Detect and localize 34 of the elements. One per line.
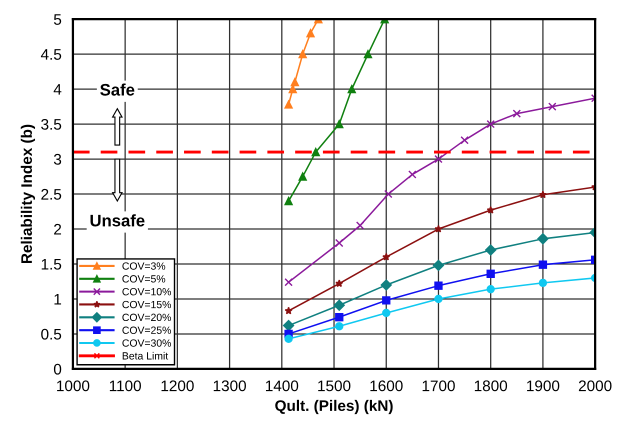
legend-label: Beta Limit: [122, 352, 168, 360]
x-tick-label: 1300: [214, 380, 246, 392]
legend-label: COV=25%: [122, 326, 172, 334]
legend-label: COV=5%: [122, 275, 166, 283]
x-axis-title: Qult. (Piles) (kN): [275, 400, 393, 414]
y-tick-label: 4: [54, 84, 62, 95]
legend-label: COV=3%: [122, 262, 166, 270]
x-tick-label: 1400: [266, 380, 298, 392]
x-tick-label: 1100: [110, 380, 141, 392]
annotation: Unsafe: [90, 214, 145, 226]
legend-label: COV=15%: [122, 300, 172, 308]
annotation: Safe: [100, 83, 134, 96]
y-tick-label: 5: [54, 14, 62, 25]
y-tick-label: 0: [54, 364, 62, 375]
legend-label: COV=20%: [122, 314, 172, 322]
y-axis-title: Reliability Index (b): [20, 124, 36, 264]
y-tick-label: 3.5: [41, 118, 62, 130]
x-tick-label: 1600: [370, 380, 403, 392]
y-tick-label: 0.5: [41, 328, 62, 340]
x-tick-label: 1500: [318, 380, 350, 392]
x-tick-label: 2000: [578, 380, 612, 392]
y-tick-label: 1.5: [42, 259, 62, 270]
x-tick-label: 1700: [422, 380, 455, 392]
x-tick-label: 1200: [162, 380, 194, 392]
x-tick-label: 1900: [527, 380, 560, 392]
x-tick-label: 1000: [57, 380, 90, 392]
legend-label: COV=30%: [122, 339, 172, 347]
y-tick-label: 3: [54, 154, 62, 165]
y-tick-label: 2.5: [41, 188, 62, 200]
x-tick-label: 1800: [474, 380, 508, 392]
y-tick-label: 4.5: [40, 49, 62, 60]
legend-label: COV=10%: [122, 288, 172, 296]
y-tick-label: 1: [54, 294, 62, 305]
y-tick-label: 2: [54, 224, 62, 235]
